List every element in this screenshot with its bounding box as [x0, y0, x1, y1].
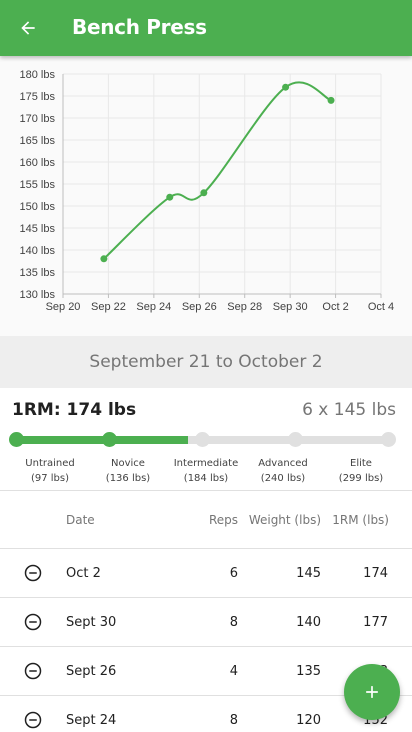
row-weight: 145	[296, 566, 321, 581]
header-1rm: 1RM (lbs)	[332, 513, 389, 527]
row-reps: 8	[229, 713, 238, 728]
y-tick-label: 175 lbs	[20, 91, 56, 103]
add-set-button[interactable]	[344, 664, 400, 720]
row-weight: 135	[296, 664, 321, 679]
y-tick-label: 130 lbs	[20, 289, 56, 301]
level-name: Novice	[111, 458, 145, 469]
remove-circle-icon[interactable]	[24, 711, 42, 729]
row-reps: 6	[229, 566, 238, 581]
row-date: Sept 30	[66, 615, 117, 630]
level-dot-elite	[381, 432, 396, 447]
data-point	[166, 193, 174, 201]
back-button[interactable]	[12, 12, 44, 44]
x-tick-label: Sep 30	[273, 301, 308, 313]
x-tick-label: Sep 26	[182, 301, 217, 313]
app-bar: Bench Press	[0, 0, 412, 56]
remove-circle-icon[interactable]	[24, 662, 42, 680]
level-name: Advanced	[258, 458, 308, 469]
x-tick-label: Sep 28	[227, 301, 262, 313]
level-dot-untrained	[9, 432, 24, 447]
progress-chart: 130 lbs 135 lbs 140 lbs 145 lbs 150 lbs 155 l…	[0, 56, 412, 336]
level-dot-intermediate	[195, 432, 210, 447]
y-tick-label: 155 lbs	[20, 179, 56, 191]
row-date: Oct 2	[66, 566, 101, 581]
level-weight: (136 lbs)	[105, 473, 151, 484]
row-date: Sept 26	[66, 664, 117, 679]
plus-icon	[366, 686, 378, 698]
level-name: Untrained	[25, 458, 75, 469]
remove-circle-icon[interactable]	[24, 564, 42, 582]
y-tick-label: 180 lbs	[20, 69, 56, 81]
data-point	[282, 83, 290, 91]
level-name: Intermediate	[173, 458, 239, 469]
level-advanced: Advanced (240 lbs)	[238, 456, 328, 486]
row-1rm: 174	[363, 566, 388, 581]
level-weight: (240 lbs)	[260, 473, 306, 484]
level-untrained: Untrained (97 lbs)	[5, 456, 95, 486]
table-row[interactable]: Oct 2 6 145 174	[0, 549, 412, 598]
row-1rm: 177	[363, 615, 388, 630]
line-chart: 130 lbs 135 lbs 140 lbs 145 lbs 150 lbs 155 l…	[20, 69, 395, 313]
row-weight: 120	[296, 713, 321, 728]
header-reps: Reps	[208, 513, 238, 527]
level-intermediate: Intermediate (184 lbs)	[161, 456, 251, 486]
x-tick-label: Oct 2	[322, 301, 348, 313]
x-tick-label: Sep 24	[136, 301, 171, 313]
history-table: Date Reps Weight (lbs) 1RM (lbs) Oct 2 6…	[0, 490, 412, 732]
remove-circle-icon[interactable]	[24, 613, 42, 631]
table-row[interactable]: Sept 30 8 140 177	[0, 598, 412, 647]
date-range-text: September 21 to October 2	[89, 352, 323, 372]
table-header: Date Reps Weight (lbs) 1RM (lbs)	[0, 491, 412, 549]
level-dot-advanced	[288, 432, 303, 447]
level-weight: (299 lbs)	[338, 473, 384, 484]
data-point	[200, 189, 208, 197]
header-date: Date	[66, 513, 95, 527]
row-reps: 4	[229, 664, 238, 679]
level-weight: (184 lbs)	[183, 473, 229, 484]
best-set: 6 x 145 lbs	[302, 400, 396, 420]
level-elite: Elite (299 lbs)	[316, 456, 406, 486]
y-tick-label: 160 lbs	[20, 157, 56, 169]
data-point	[100, 255, 108, 263]
data-point	[327, 96, 335, 104]
y-tick-label: 165 lbs	[20, 135, 56, 147]
arrow-back-icon	[21, 21, 35, 35]
x-tick-label: Sep 22	[91, 301, 126, 313]
level-dot-novice	[102, 432, 117, 447]
series-line	[103, 81, 332, 260]
level-weight: (97 lbs)	[30, 473, 70, 484]
date-range-bar: September 21 to October 2	[0, 336, 412, 388]
y-tick-label: 145 lbs	[20, 223, 56, 235]
row-weight: 140	[296, 615, 321, 630]
y-tick-label: 140 lbs	[20, 245, 56, 257]
row-reps: 8	[229, 615, 238, 630]
y-tick-label: 170 lbs	[20, 113, 56, 125]
level-name: Elite	[350, 458, 372, 469]
row-date: Sept 24	[66, 713, 117, 728]
strength-stats: 1RM: 174 lbs 6 x 145 lbs Untrained (97 l…	[0, 388, 412, 490]
page-title: Bench Press	[72, 15, 207, 39]
header-weight: Weight (lbs)	[248, 513, 321, 527]
y-tick-label: 135 lbs	[20, 267, 56, 279]
x-tick-label: Oct 4	[368, 301, 394, 313]
x-tick-label: Sep 20	[46, 301, 81, 313]
level-novice: Novice (136 lbs)	[83, 456, 173, 486]
y-tick-label: 150 lbs	[20, 201, 56, 213]
one-rep-max: 1RM: 174 lbs	[12, 400, 137, 420]
